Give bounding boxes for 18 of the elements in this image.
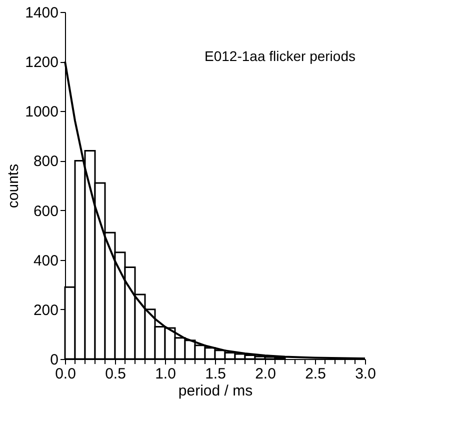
x-tick-label: 0.0 (55, 366, 76, 382)
y-tick-label: 600 (33, 202, 58, 220)
annotation: E012-1aa flicker periods (204, 48, 356, 64)
y-tick-label: 400 (33, 252, 58, 270)
x-tick-label: 2.5 (305, 366, 326, 382)
x-tick-label: 1.5 (205, 366, 226, 382)
x-tick-label: 0.5 (105, 366, 126, 382)
x-tick-label: 2.0 (255, 366, 276, 382)
y-tick-label: 200 (33, 302, 58, 319)
y-tick-label: 0 (50, 352, 58, 368)
x-axis-title: period / ms (178, 382, 253, 400)
y-tick-label: 1400 (25, 4, 58, 22)
y-tick-label: 800 (33, 153, 58, 170)
y-axis-title: counts (5, 164, 22, 208)
x-tick-label: 1.0 (155, 366, 176, 382)
x-tick-label: 3.0 (355, 366, 376, 382)
y-tick-label: 1000 (25, 104, 58, 121)
y-tick-label: 1200 (25, 54, 58, 72)
